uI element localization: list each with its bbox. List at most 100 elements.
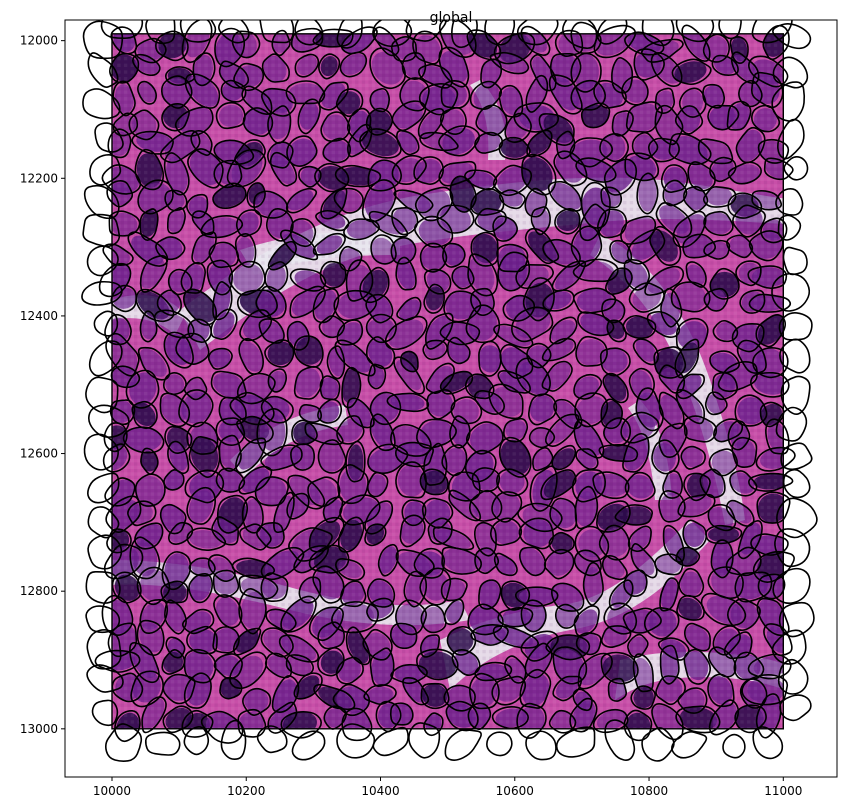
cell-outline (229, 391, 275, 426)
cell-outline (239, 523, 272, 551)
cell-outline (396, 129, 420, 156)
cell-outline (238, 465, 273, 495)
cell-outline (412, 30, 443, 65)
y-tick-label: 12200 (20, 171, 58, 185)
cell-outline (333, 187, 364, 214)
cell-outline (777, 214, 802, 241)
cell-outline (775, 406, 808, 442)
cell-outline (614, 504, 654, 526)
cell-outline (522, 277, 555, 322)
cell-outline (775, 187, 804, 216)
cell-outline (449, 415, 471, 449)
cell-outline (734, 571, 773, 603)
cell-outline (278, 634, 320, 663)
cell-outline (286, 492, 310, 520)
cell-outline (752, 726, 784, 760)
cell-outline (609, 239, 633, 265)
cell-outline (159, 503, 187, 535)
cell-outline (293, 672, 323, 700)
cell-outline (267, 368, 288, 393)
cell-outline (659, 577, 680, 612)
cell-outline (425, 362, 455, 395)
cell-outline (256, 725, 288, 754)
cell-outline (242, 107, 274, 138)
cell-outline (162, 371, 187, 396)
cell-outline (337, 464, 369, 505)
cell-outline (498, 136, 531, 161)
cell-outline (319, 260, 347, 289)
cell-outline (465, 304, 501, 344)
cell-outline (82, 213, 121, 248)
cell-outline (570, 225, 603, 268)
cell-outline (709, 156, 737, 183)
cell-outline (741, 674, 789, 706)
cell-outline (242, 687, 272, 716)
cell-outline (677, 493, 716, 518)
cell-outline (293, 365, 324, 400)
cell-outline (181, 709, 214, 738)
cell-outline (260, 444, 303, 471)
cell-outline (520, 25, 551, 56)
cell-outline (155, 236, 186, 261)
cell-outline (104, 723, 143, 762)
cell-outline (212, 281, 233, 321)
cell-outline (255, 285, 287, 320)
cell-outline (187, 318, 213, 343)
cell-outline (486, 731, 513, 757)
cell-outline (518, 546, 547, 577)
cell-outline (259, 20, 295, 44)
cell-outline (186, 625, 218, 655)
cell-outline (654, 104, 684, 146)
cell-outline (185, 193, 209, 219)
cell-outline (87, 534, 123, 570)
cell-outline (416, 648, 459, 681)
cell-outline (636, 172, 659, 215)
cell-outline (214, 27, 246, 68)
cell-outline (680, 445, 706, 470)
cell-outline (136, 566, 171, 606)
cell-outline (308, 516, 345, 553)
cell-outline (393, 189, 434, 214)
cell-outline (668, 132, 712, 166)
cell-outline (655, 201, 693, 239)
cell-outline (475, 104, 508, 137)
cell-outline (554, 603, 580, 629)
cell-outline (630, 685, 656, 710)
cell-outline (702, 83, 726, 109)
cell-outline (359, 128, 402, 159)
cell-outline (575, 335, 608, 367)
cell-outline (369, 647, 395, 688)
cell-outline (528, 426, 556, 449)
cell-outline (289, 268, 327, 292)
cell-outline (674, 105, 704, 135)
cell-outline (419, 242, 448, 273)
cell-outline (94, 122, 124, 153)
cell-outline (707, 503, 737, 532)
cell-outline (127, 500, 157, 527)
cell-outline (772, 56, 809, 89)
cell-outline (107, 128, 132, 159)
cell-outline (623, 569, 648, 598)
cell-outline (573, 373, 603, 400)
cell-outline (340, 580, 367, 608)
cell-outline (423, 712, 444, 737)
cell-outline (414, 186, 454, 222)
cell-outline (726, 234, 754, 259)
cell-outline (606, 319, 627, 343)
cell-outline (82, 88, 121, 120)
cell-outline (443, 598, 465, 626)
cell-outline (163, 468, 185, 491)
cell-outline (312, 565, 345, 604)
cell-outline (260, 627, 294, 658)
cell-outline (444, 728, 482, 761)
cell-outline (130, 670, 164, 708)
cell-outline (676, 373, 705, 400)
cell-outline (655, 675, 686, 706)
cell-outline (100, 20, 144, 40)
cell-outline (653, 346, 687, 379)
cell-outline (160, 75, 193, 109)
cell-outline (229, 651, 268, 690)
cell-outline (413, 156, 445, 185)
cell-outline (369, 47, 406, 90)
cell-outline (122, 426, 165, 454)
